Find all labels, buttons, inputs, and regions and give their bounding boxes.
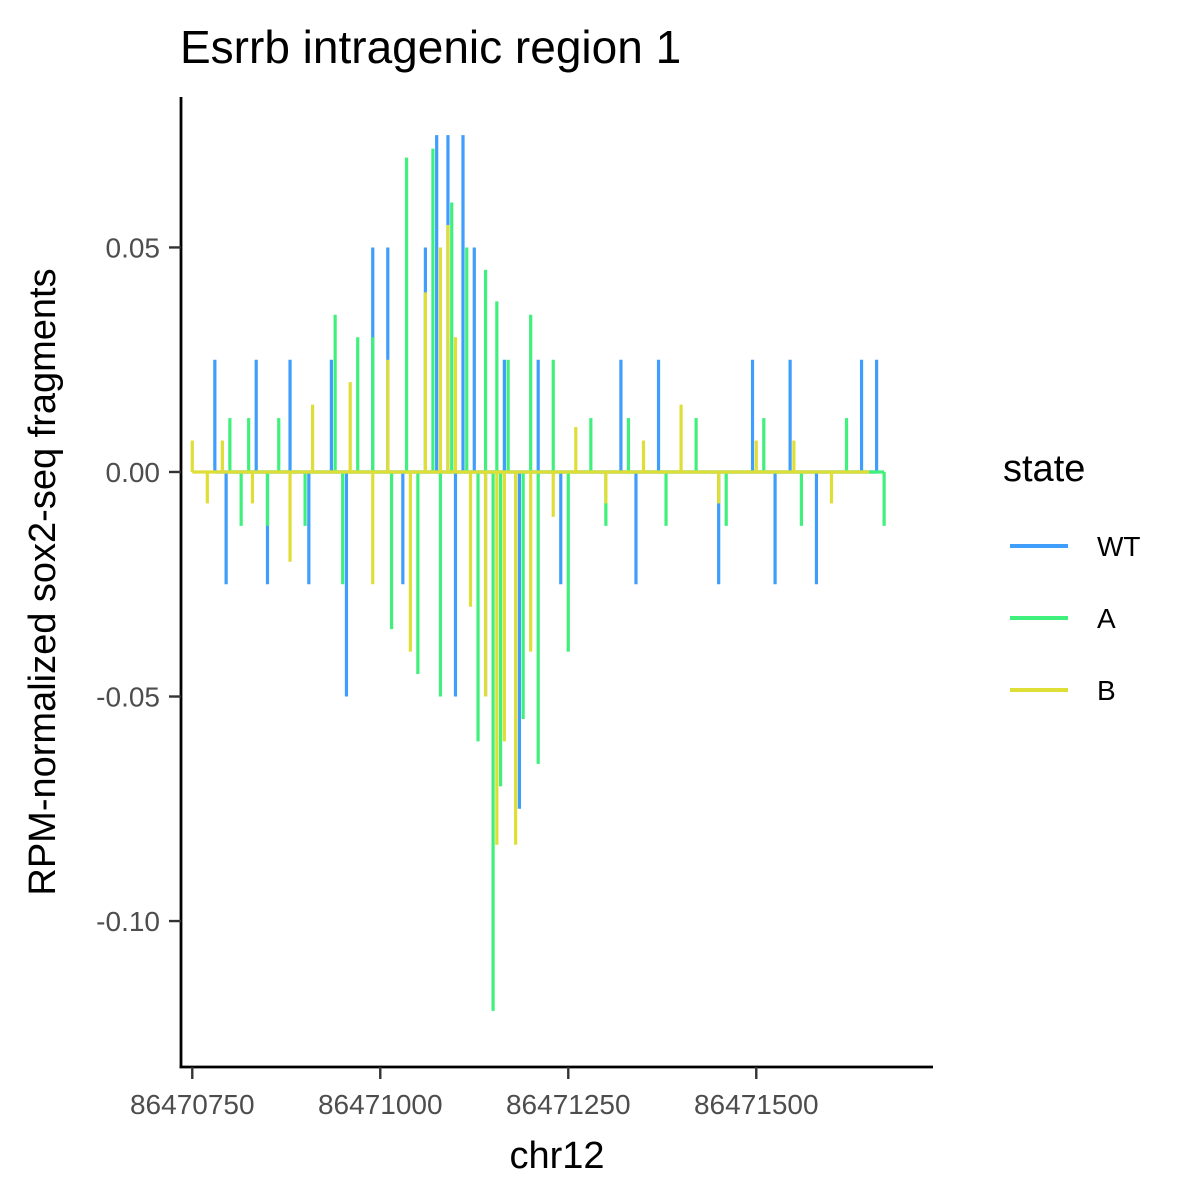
y-tick-label: 0.00 [106, 457, 161, 488]
x-tick-label: 86470750 [130, 1089, 255, 1120]
series-b [190, 224, 870, 845]
plot-area [190, 135, 886, 1011]
legend-label: WT [1097, 531, 1141, 562]
y-tick-label: -0.05 [96, 682, 160, 713]
x-tick-label: 86471000 [318, 1089, 443, 1120]
chart-title: Esrrb intragenic region 1 [180, 21, 681, 73]
legend-title: state [1003, 448, 1085, 490]
y-tick-label: 0.05 [106, 232, 161, 263]
x-axis-title: chr12 [509, 1135, 604, 1177]
x-tick-label: 86471500 [694, 1089, 819, 1120]
legend-label: A [1097, 603, 1116, 634]
y-tick-label: -0.10 [96, 906, 160, 937]
legend-item-b: B [1010, 675, 1116, 706]
legend: state WT A B [1003, 448, 1141, 706]
legend-item-wt: WT [1010, 531, 1141, 562]
y-axis-ticks: 0.05 0.00 -0.05 -0.10 [96, 232, 181, 937]
x-axis-ticks: 86470750 86471000 86471250 86471500 [130, 1067, 819, 1120]
legend-items: WT A B [1010, 531, 1141, 706]
y-axis-title: RPM-normalized sox2-seq fragments [22, 268, 64, 895]
legend-item-a: A [1010, 603, 1116, 634]
legend-label: B [1097, 675, 1116, 706]
x-tick-label: 86471250 [506, 1089, 631, 1120]
series-a [228, 148, 886, 1011]
